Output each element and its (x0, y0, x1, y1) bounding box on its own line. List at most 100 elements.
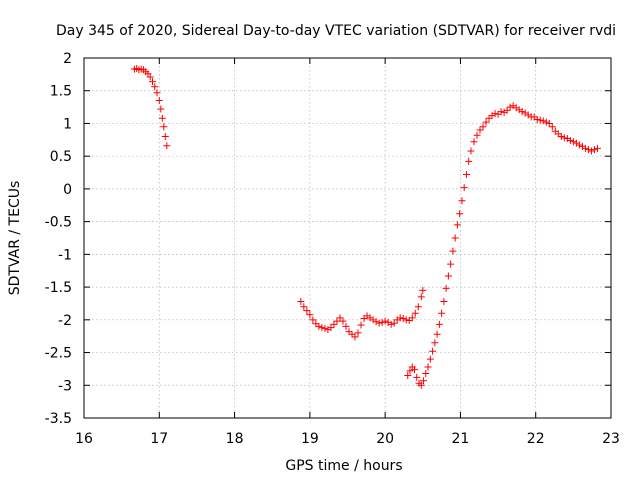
data-point (506, 103, 514, 111)
x-tick-label: 18 (226, 431, 244, 447)
series-segment-2 (297, 286, 427, 341)
data-point (482, 118, 490, 126)
data-point (470, 138, 478, 146)
data-point (390, 319, 398, 327)
data-point (491, 110, 499, 118)
data-point (453, 221, 461, 229)
y-tick-label: 2 (63, 51, 72, 67)
data-point (300, 303, 308, 311)
data-point (424, 363, 432, 371)
data-point (533, 116, 541, 124)
data-point (333, 317, 341, 325)
chart-title: Day 345 of 2020, Sidereal Day-to-day VTE… (56, 23, 616, 39)
y-tick-label: 1.5 (50, 84, 72, 100)
data-point (396, 314, 404, 322)
data-point (315, 322, 323, 330)
data-point (460, 184, 468, 192)
data-point (557, 133, 565, 141)
x-axis-label: GPS time / hours (285, 458, 402, 474)
data-point (560, 134, 568, 142)
data-point (402, 316, 410, 324)
data-point (542, 118, 550, 126)
data-point (435, 320, 443, 328)
x-tick-label: 20 (376, 431, 394, 447)
grid (83, 57, 612, 419)
data-point (456, 210, 464, 218)
data-point (375, 319, 383, 327)
data-point (479, 123, 487, 131)
x-tick-label: 16 (75, 431, 93, 447)
data-point (426, 355, 434, 363)
data-point (545, 119, 553, 127)
data-point (449, 247, 457, 255)
y-tick-label: -3 (58, 378, 72, 394)
data-point (321, 324, 329, 332)
x-tick-label: 23 (602, 431, 620, 447)
data-point (431, 339, 439, 347)
data-point (465, 157, 473, 165)
data-point (357, 321, 365, 329)
data-point (327, 324, 335, 332)
data-point (518, 108, 526, 116)
data-point (417, 293, 425, 301)
data-point (406, 367, 414, 375)
data-point (569, 138, 577, 146)
data-point (158, 114, 166, 122)
data-point (433, 330, 441, 338)
data-point (342, 322, 350, 330)
y-tick-label: 0 (63, 182, 72, 198)
y-axis-label: SDTVAR / TECUs (7, 181, 23, 296)
data-point (351, 333, 359, 341)
data-point (590, 146, 598, 154)
data-point (447, 260, 455, 268)
data-point (476, 126, 484, 134)
data-point (420, 377, 428, 385)
data-point (160, 123, 168, 131)
data-point (458, 197, 466, 205)
data-point (354, 329, 362, 337)
data-point (372, 318, 380, 326)
x-tick-label: 21 (452, 431, 470, 447)
data-point (163, 142, 171, 150)
data-point (536, 116, 544, 124)
data-point (411, 366, 419, 374)
data-point (378, 318, 386, 326)
data-point (408, 314, 416, 322)
data-point (157, 105, 165, 113)
data-point (548, 123, 556, 131)
data-point (422, 369, 430, 377)
x-tick-label: 19 (301, 431, 319, 447)
data-point (473, 131, 481, 139)
data-point (438, 309, 446, 317)
data-point (306, 311, 314, 319)
plot-frame (83, 57, 612, 419)
data-point (381, 317, 389, 325)
data-point (429, 347, 437, 355)
data-point (587, 147, 595, 155)
data-point (417, 381, 425, 389)
y-tick-label: 0.5 (50, 149, 72, 165)
y-tick-label: 1 (63, 116, 72, 132)
data-point (451, 234, 459, 242)
axis-ticks: 16 17 18 19 20 21 22 23 2 1.5 1 0.5 0 -0.5 -1 -1.5 -2 -2.… (45, 51, 620, 447)
y-tick-label: -1.5 (45, 280, 72, 296)
data-point (151, 83, 159, 91)
data-point (442, 284, 450, 292)
data-point (404, 371, 412, 379)
x-tick-label: 22 (527, 431, 545, 447)
data-point (318, 324, 326, 332)
data-point (593, 144, 601, 152)
data-point (399, 315, 407, 323)
data-point (387, 320, 395, 328)
series-segment-3 (404, 102, 601, 389)
data-point (581, 144, 589, 152)
y-tick-label: -0.5 (45, 215, 72, 231)
data-point (462, 171, 470, 179)
data-point (503, 106, 511, 114)
data-point (146, 73, 154, 81)
data-point (411, 309, 419, 317)
x-tick-label: 17 (150, 431, 168, 447)
data-point (413, 373, 421, 381)
y-tick-label: -3.5 (45, 411, 72, 427)
